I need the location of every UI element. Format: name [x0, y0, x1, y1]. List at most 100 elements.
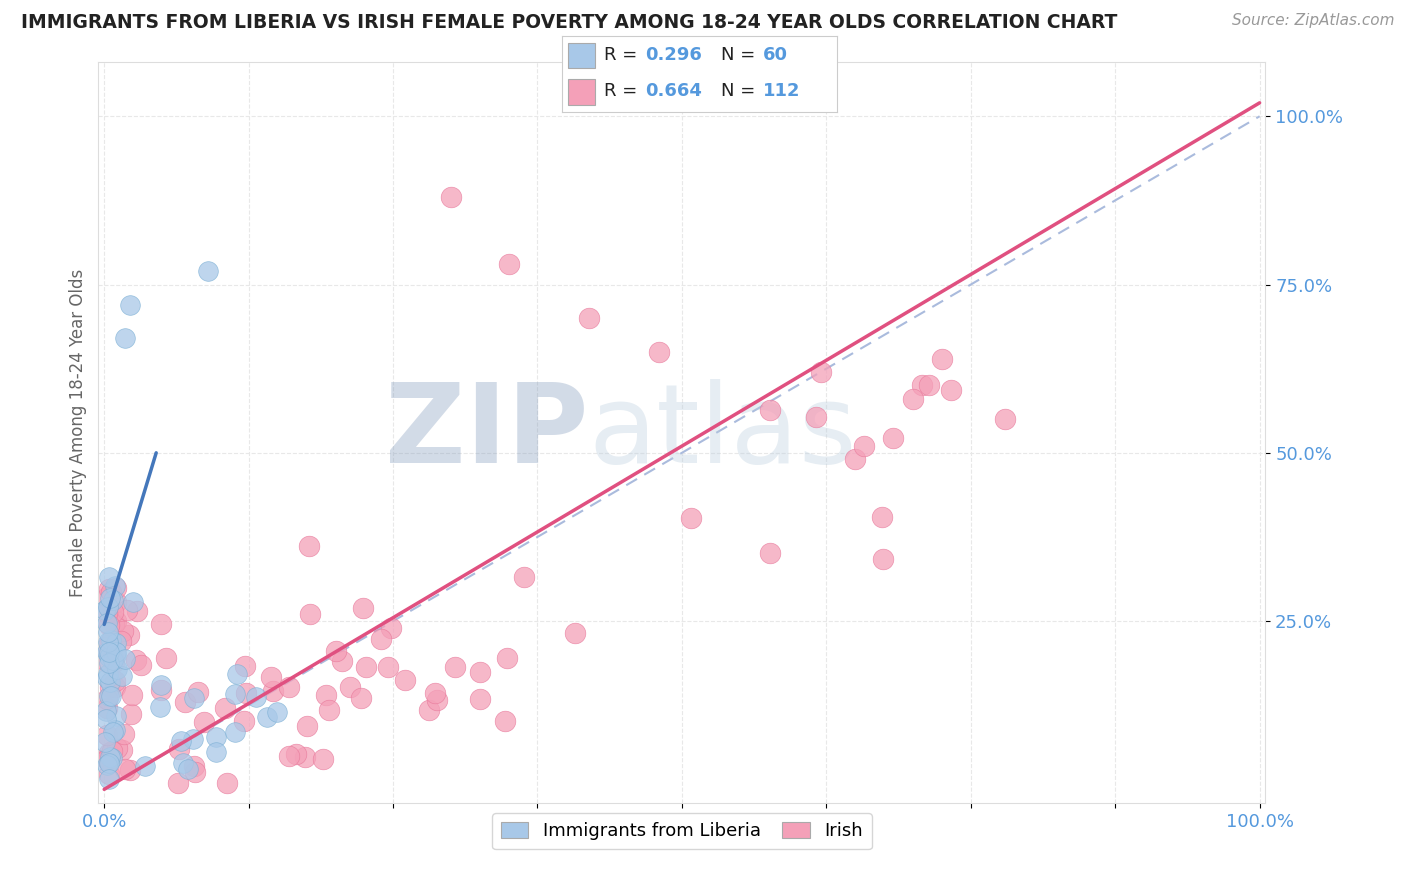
- Point: [100, 689, 122, 703]
- Text: Source: ZipAtlas.com: Source: ZipAtlas.com: [1232, 13, 1395, 29]
- Text: 60: 60: [762, 46, 787, 64]
- Point: [111, 743, 134, 757]
- Y-axis label: Female Poverty Among 18-24 Year Olds: Female Poverty Among 18-24 Year Olds: [69, 268, 87, 597]
- Point: [294, 750, 316, 764]
- Point: [325, 643, 347, 657]
- Point: [679, 511, 702, 525]
- Point: [193, 714, 215, 729]
- Point: [901, 392, 924, 406]
- Text: atlas: atlas: [589, 379, 858, 486]
- Point: [170, 734, 193, 748]
- Point: [266, 705, 288, 719]
- Point: [94, 704, 117, 718]
- Point: [129, 657, 152, 672]
- Point: [122, 595, 145, 609]
- Point: [105, 740, 128, 755]
- Point: [184, 764, 207, 779]
- Point: [97, 649, 120, 664]
- Point: [98, 756, 121, 770]
- Point: [498, 257, 520, 271]
- Point: [104, 723, 127, 738]
- Point: [350, 690, 373, 705]
- Point: [96, 606, 118, 620]
- Point: [105, 615, 128, 629]
- Point: [513, 570, 536, 584]
- Point: [233, 658, 256, 673]
- Point: [149, 678, 172, 692]
- Point: [470, 692, 492, 706]
- Point: [882, 431, 904, 445]
- Point: [440, 190, 463, 204]
- Point: [204, 745, 226, 759]
- Point: [256, 710, 278, 724]
- Point: [377, 659, 399, 673]
- Point: [425, 686, 447, 700]
- Point: [111, 624, 134, 638]
- Point: [759, 546, 782, 560]
- Point: [939, 383, 962, 397]
- Point: [284, 747, 307, 761]
- Point: [181, 731, 204, 746]
- Point: [97, 570, 120, 584]
- Point: [98, 680, 121, 694]
- Point: [260, 670, 283, 684]
- Point: [312, 752, 335, 766]
- Point: [104, 674, 127, 689]
- Text: N =: N =: [721, 82, 762, 101]
- Point: [426, 692, 449, 706]
- Point: [112, 727, 135, 741]
- Point: [167, 741, 190, 756]
- Point: [318, 703, 340, 717]
- Point: [235, 686, 257, 700]
- Point: [167, 775, 190, 789]
- Point: [187, 685, 209, 699]
- Point: [118, 298, 141, 312]
- Point: [96, 590, 118, 604]
- Point: [115, 603, 138, 617]
- Point: [97, 599, 120, 614]
- Point: [806, 410, 828, 425]
- Point: [298, 539, 321, 553]
- Point: [100, 634, 122, 648]
- Point: [97, 635, 120, 649]
- Point: [103, 617, 125, 632]
- Point: [197, 264, 219, 278]
- Point: [224, 724, 246, 739]
- Point: [354, 659, 377, 673]
- Text: R =: R =: [603, 46, 643, 64]
- Point: [98, 645, 121, 659]
- Point: [104, 579, 127, 593]
- Point: [98, 750, 121, 764]
- Text: ZIP: ZIP: [385, 379, 589, 486]
- Point: [114, 651, 136, 665]
- Point: [172, 756, 194, 771]
- FancyBboxPatch shape: [568, 78, 595, 104]
- Point: [98, 634, 121, 648]
- Point: [96, 656, 118, 670]
- Point: [224, 687, 246, 701]
- Point: [104, 709, 127, 723]
- Point: [468, 665, 491, 680]
- Point: [100, 591, 122, 605]
- Point: [101, 653, 124, 667]
- Point: [104, 681, 127, 695]
- Point: [352, 600, 374, 615]
- Point: [918, 378, 941, 392]
- Point: [100, 585, 122, 599]
- Point: [370, 632, 392, 646]
- Point: [94, 603, 117, 617]
- Point: [496, 651, 519, 665]
- Point: [96, 752, 118, 766]
- Point: [150, 683, 173, 698]
- Point: [418, 703, 440, 717]
- Point: [96, 640, 118, 655]
- Point: [853, 439, 876, 453]
- Point: [277, 680, 299, 694]
- Point: [233, 714, 256, 728]
- Point: [262, 684, 284, 698]
- Point: [444, 660, 467, 674]
- Legend: Immigrants from Liberia, Irish: Immigrants from Liberia, Irish: [492, 813, 872, 849]
- Point: [111, 669, 134, 683]
- Point: [98, 772, 121, 787]
- Point: [564, 626, 586, 640]
